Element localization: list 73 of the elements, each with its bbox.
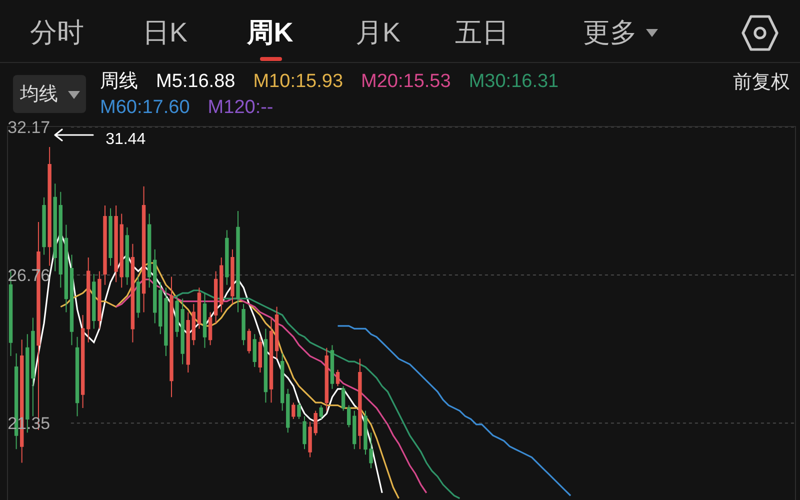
candlestick (120, 213, 124, 288)
y-tick-label: 32.17 (8, 118, 50, 137)
candlestick (252, 334, 256, 368)
line-series (170, 290, 460, 500)
candlestick (108, 208, 112, 266)
candlestick (214, 270, 218, 324)
candlestick (125, 226, 130, 286)
candlestick (292, 402, 296, 420)
text: M5:16.88 (156, 70, 236, 94)
text: 分时 (30, 18, 84, 48)
candlestick (64, 224, 68, 313)
text: M10:15.93 (253, 70, 344, 94)
candlestick (341, 386, 346, 412)
candlestick (247, 328, 251, 354)
candlestick (153, 248, 157, 324)
candlestick (242, 304, 246, 346)
candlestick (130, 243, 135, 343)
candlestick (80, 314, 85, 409)
candlestick (346, 404, 351, 428)
annotation: 31.44 (106, 130, 146, 148)
candlestick (58, 191, 63, 288)
candlestick (286, 388, 290, 434)
candlestick (330, 344, 334, 390)
candlestick (170, 276, 174, 398)
candlestick (42, 196, 46, 256)
candlestick (142, 186, 146, 313)
line-series (115, 278, 428, 494)
candlestick (236, 210, 240, 313)
text: 五日 (455, 18, 509, 48)
candlestick (147, 213, 152, 288)
candlestick (230, 248, 234, 305)
text: 前复权 (733, 72, 790, 93)
candlestick (258, 336, 262, 373)
text: 更多 (583, 18, 637, 48)
candlestick (92, 273, 96, 330)
legend-label: M120:-- (208, 96, 274, 120)
candlestick (208, 312, 212, 346)
candlestick (70, 254, 74, 346)
candlestick (358, 358, 362, 450)
text: 月K (355, 18, 401, 48)
text: M30:16.31 (468, 70, 559, 94)
candlestick (98, 270, 102, 330)
text: M60:17.60 (100, 96, 190, 120)
candlestick (225, 230, 229, 286)
candlestick (324, 347, 329, 412)
candlestick (202, 292, 207, 348)
text: M20:15.53 (361, 70, 451, 94)
candlestick (280, 352, 284, 412)
legend-title: 周线 (100, 70, 138, 94)
candlestick (86, 257, 90, 343)
candlestick (319, 404, 323, 420)
candlestick (297, 402, 301, 420)
line-series (60, 262, 400, 500)
text: 周K (246, 18, 294, 48)
candlestick (302, 416, 306, 450)
candlestick (75, 336, 80, 417)
candlestick (269, 317, 274, 404)
text: 日K (142, 18, 188, 48)
candlestick (192, 304, 196, 346)
line-series (336, 325, 572, 496)
candlestick (53, 183, 57, 272)
candlestick (264, 328, 268, 404)
candlestick (186, 312, 190, 373)
candlestick (136, 276, 140, 318)
dropdown-button: 均线 (13, 75, 86, 113)
candlestick (197, 287, 202, 330)
candlestick (114, 205, 118, 283)
candlestick (220, 257, 224, 313)
candlestick (103, 205, 107, 286)
candlestick (352, 410, 356, 450)
candlestick (274, 306, 279, 360)
candlestick (336, 369, 340, 387)
candlestick (48, 146, 52, 266)
